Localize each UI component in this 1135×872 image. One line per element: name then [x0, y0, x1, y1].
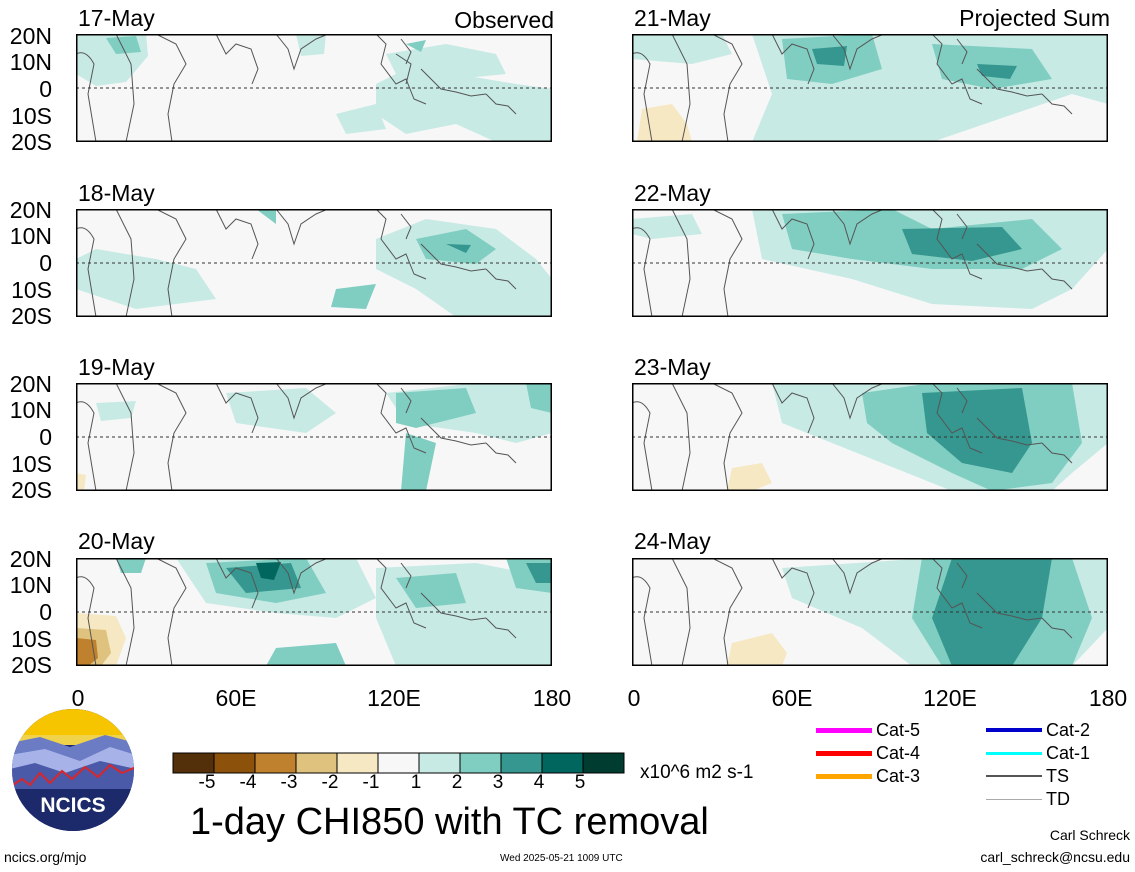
lat-label: 10S [11, 451, 52, 477]
lon-label: 180 [1088, 685, 1128, 711]
map-panel [76, 383, 552, 491]
map-panel [632, 558, 1108, 666]
colorbar-tick: 3 [492, 772, 504, 793]
legend-label: Cat-1 [1046, 743, 1091, 763]
map-panel [76, 34, 552, 142]
panel-date: 23-May [634, 354, 711, 380]
footer-email: carl_schreck@ncsu.edu [980, 849, 1130, 865]
lon-label: 0 [627, 685, 641, 711]
colorbar-tick: -5 [198, 772, 216, 793]
map-panel [76, 558, 552, 666]
colorbar-cell [500, 752, 543, 774]
panel-date: 22-May [634, 180, 711, 206]
lat-label: 0 [39, 599, 52, 625]
lat-label: 10N [9, 572, 52, 598]
colorbar [172, 752, 625, 774]
legend-label: Cat-2 [1046, 720, 1091, 740]
legend-label: TD [1046, 789, 1070, 809]
lat-label: 20N [9, 23, 52, 49]
legend-swatch [816, 728, 872, 733]
legend-swatch [986, 775, 1042, 777]
legend-swatch [816, 751, 872, 756]
panel-date: 18-May [78, 180, 155, 206]
lat-label: 10N [9, 223, 52, 249]
logo-text: NCICS [40, 794, 105, 817]
panel-date: 19-May [78, 354, 155, 380]
lat-label: 20N [9, 197, 52, 223]
footer-timestamp: Wed 2025-05-21 1009 UTC [500, 853, 623, 864]
lat-label: 10N [9, 397, 52, 423]
colorbar-tick: 4 [533, 772, 545, 793]
lon-label: 60E [771, 685, 813, 711]
legend-swatch [986, 752, 1042, 755]
map-panel [632, 209, 1108, 317]
lat-label: 0 [39, 76, 52, 102]
lat-label: 20S [11, 477, 52, 503]
colorbar-tick: -2 [321, 772, 339, 793]
colorbar-tick: 5 [574, 772, 586, 793]
map-panel [632, 34, 1108, 142]
colorbar-cell [582, 752, 625, 774]
colorbar-cell [295, 752, 338, 774]
legend-swatch [816, 774, 872, 779]
map-panel [632, 383, 1108, 491]
lon-label: 60E [215, 685, 257, 711]
lon-label: 180 [532, 685, 572, 711]
legend-swatch [986, 728, 1042, 732]
colorbar-units: x10^6 m2 s-1 [640, 762, 754, 783]
lon-label: 120E [367, 685, 421, 711]
lon-label: 0 [71, 685, 85, 711]
lat-label: 10S [11, 277, 52, 303]
panel-date: 24-May [634, 528, 711, 554]
lon-label: 120E [923, 685, 977, 711]
panel-label-projected: Projected Sum [959, 5, 1110, 31]
lat-label: 20N [9, 546, 52, 572]
panel-label-observed: Observed [454, 7, 554, 33]
legend-swatch [986, 799, 1042, 800]
colorbar-tick: -1 [362, 772, 380, 793]
panel-date: 20-May [78, 528, 155, 554]
colorbar-cell [459, 752, 502, 774]
lat-label: 0 [39, 424, 52, 450]
footer-url: ncics.org/mjo [4, 849, 87, 865]
colorbar-cell [377, 752, 420, 774]
lat-label: 10N [9, 49, 52, 75]
colorbar-cell [172, 752, 215, 774]
legend-label: Cat-3 [876, 766, 921, 786]
legend-label: TS [1046, 766, 1070, 786]
legend-label: Cat-5 [876, 720, 921, 740]
colorbar-tick: 2 [451, 772, 463, 793]
colorbar-cell [418, 752, 461, 774]
figure-title: 1-day CHI850 with TC removal [190, 801, 709, 843]
colorbar-tick: -3 [280, 772, 298, 793]
panel-date: 17-May [78, 5, 155, 31]
colorbar-cell [254, 752, 297, 774]
panel-date: 21-May [634, 5, 711, 31]
lat-label: 20S [11, 652, 52, 678]
colorbar-cell [541, 752, 584, 774]
lat-label: 10S [11, 626, 52, 652]
lat-label: 20S [11, 303, 52, 329]
colorbar-tick: -4 [239, 772, 257, 793]
map-panel [76, 209, 552, 317]
lat-label: 20S [11, 129, 52, 155]
lat-label: 20N [9, 371, 52, 397]
colorbar-cell [336, 752, 379, 774]
footer-author: Carl Schreck [1049, 827, 1130, 843]
colorbar-cell [213, 752, 256, 774]
colorbar-tick: 1 [410, 772, 422, 793]
lat-label: 0 [39, 250, 52, 276]
lat-label: 10S [11, 103, 52, 129]
ncics-logo: NCICS [12, 709, 134, 831]
legend-label: Cat-4 [876, 743, 921, 763]
